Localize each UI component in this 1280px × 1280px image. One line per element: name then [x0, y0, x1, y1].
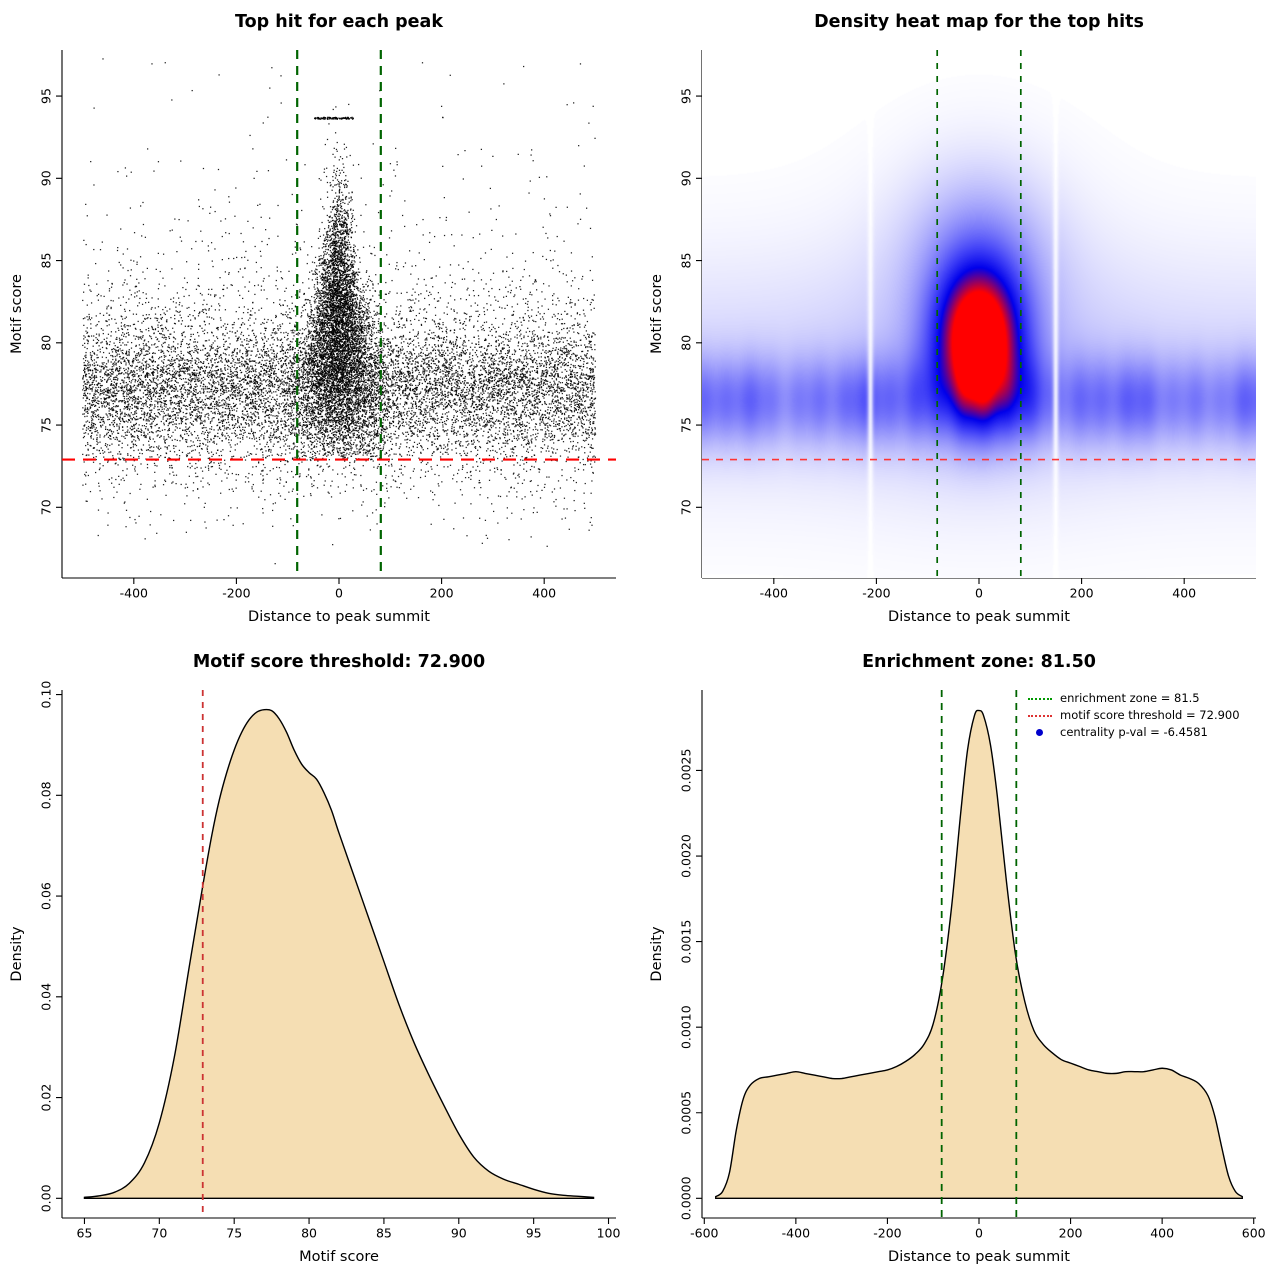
enrichment-zone-line-swatch [1028, 697, 1052, 700]
panel-enrichment-zone-density: Enrichment zone: 81.50 enrichment zone =… [640, 640, 1280, 1280]
centrality-pval-dot [1036, 729, 1043, 736]
panel-top-hits-scatter: Top hit for each peak [0, 0, 640, 640]
legend-item-centrality-pval: centrality p-val = -6.4581 [1028, 724, 1240, 741]
distance-density-canvas [640, 640, 1280, 1280]
scatter-plot-canvas [0, 0, 640, 640]
score-density-canvas [0, 640, 640, 1280]
enrichment-zone-title: Enrichment zone: 81.50 [862, 652, 1096, 672]
panel-motif-score-density: Motif score threshold: 72.900 [0, 640, 640, 1280]
legend-label: motif score threshold = 72.900 [1060, 707, 1240, 722]
heatmap-title: Density heat map for the top hits [814, 12, 1144, 32]
score-threshold-line-swatch [1028, 714, 1052, 717]
legend: enrichment zone = 81.5 motif score thres… [1028, 690, 1240, 741]
scatter-title: Top hit for each peak [235, 12, 443, 32]
legend-label: enrichment zone = 81.5 [1060, 690, 1200, 705]
panel-density-heatmap: Density heat map for the top hits [640, 0, 1280, 640]
legend-label: centrality p-val = -6.4581 [1060, 724, 1208, 739]
heatmap-canvas [640, 0, 1280, 640]
score-density-title: Motif score threshold: 72.900 [192, 652, 486, 672]
legend-item-enrichment-zone: enrichment zone = 81.5 [1028, 690, 1240, 707]
legend-item-score-threshold: motif score threshold = 72.900 [1028, 707, 1240, 724]
